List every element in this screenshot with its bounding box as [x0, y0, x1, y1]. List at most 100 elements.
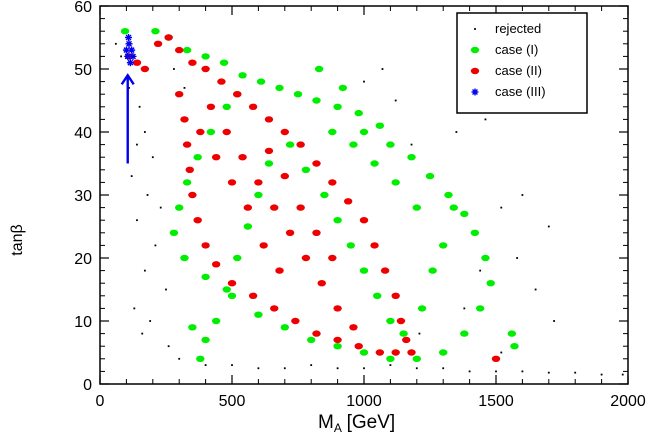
data-point: [428, 267, 437, 274]
data-point: [346, 242, 355, 249]
data-point: [418, 332, 421, 335]
data-point: [412, 355, 421, 362]
y-tick-label: 10: [74, 314, 92, 331]
data-point: [256, 78, 266, 85]
annotation-arrow: [120, 73, 135, 164]
data-point: [254, 311, 263, 318]
data-point: [507, 330, 517, 337]
legend: rejected case (I) case (II) case (III): [456, 12, 588, 114]
data-point: [375, 122, 385, 129]
data-point: [349, 324, 358, 331]
data-point: [343, 198, 353, 205]
data-point: [175, 46, 184, 54]
data-point: [141, 332, 144, 335]
x-tick-label: 2000: [610, 393, 646, 410]
data-point: [320, 191, 329, 199]
y-tick-label: 40: [74, 125, 92, 142]
data-point: [307, 336, 316, 344]
data-point: [238, 72, 247, 79]
data-point: [296, 141, 305, 148]
legend-entry: case (I): [470, 42, 538, 57]
data-point: [296, 204, 305, 211]
data-point: [254, 179, 263, 186]
data-point: [359, 267, 369, 274]
data-point: [138, 105, 141, 108]
data-point: [211, 154, 221, 161]
series-case-ii: [124, 34, 501, 362]
data-point: [547, 225, 550, 228]
data-point: [264, 160, 274, 167]
data-point: [293, 91, 303, 98]
data-point: [301, 254, 311, 262]
data-point: [270, 305, 279, 312]
y-axis-title: tanβ: [9, 224, 26, 255]
data-point: [151, 28, 160, 35]
data-point: [264, 147, 274, 155]
data-point: [204, 364, 207, 366]
data-point: [178, 357, 181, 360]
data-point: [196, 128, 205, 136]
data-point: [185, 166, 194, 173]
data-point: [270, 204, 279, 211]
data-point: [188, 59, 197, 66]
data-point: [521, 194, 524, 196]
data-point: [463, 307, 466, 310]
data-point: [363, 80, 365, 83]
data-point: [500, 206, 503, 209]
data-point: [510, 343, 519, 350]
legend-entry: case (II): [470, 63, 542, 78]
data-point: [328, 179, 337, 186]
data-point: [455, 131, 458, 133]
data-point: [380, 267, 390, 274]
data-point: [257, 367, 260, 370]
data-point: [248, 292, 258, 299]
data-point: [354, 343, 363, 350]
y-tick-label: 60: [74, 0, 92, 16]
data-point: [222, 128, 231, 136]
series-rejected: [114, 42, 624, 376]
data-point: [280, 128, 289, 136]
legend-marker: [471, 88, 479, 96]
data-point: [140, 65, 150, 73]
data-point: [201, 53, 210, 60]
data-point: [182, 141, 192, 148]
data-point: [217, 78, 226, 85]
data-point: [396, 317, 406, 325]
data-point: [389, 364, 392, 366]
data-point: [285, 141, 295, 148]
data-point: [386, 355, 395, 362]
data-point: [317, 280, 326, 287]
data-point: [153, 40, 163, 47]
data-point: [169, 229, 179, 236]
data-point: [495, 370, 497, 373]
data-point: [227, 179, 237, 186]
data-point: [219, 59, 229, 66]
data-point: [425, 172, 435, 180]
x-tick-label: 1500: [478, 393, 514, 410]
axis-ticks: 0 500 1000 1500 2000 0 10 20 30 40 50 60: [74, 0, 646, 410]
data-point: [359, 217, 369, 224]
y-tick-label: 30: [74, 188, 92, 205]
data-point: [370, 160, 379, 167]
x-axis-title: MA [GeV]: [318, 412, 395, 435]
data-point: [126, 59, 134, 67]
data-point: [173, 68, 175, 70]
data-point: [264, 116, 274, 123]
data-point: [233, 254, 242, 262]
data-point: [283, 367, 286, 370]
data-point: [402, 336, 411, 344]
data-point: [407, 349, 416, 356]
data-point: [391, 179, 400, 186]
data-point: [164, 34, 173, 41]
data-point: [386, 317, 395, 325]
data-point: [333, 305, 342, 312]
data-point: [415, 367, 418, 370]
data-point: [333, 336, 342, 344]
scatter-points: [114, 28, 624, 376]
data-point: [130, 175, 133, 177]
data-point: [125, 34, 133, 41]
y-tick-label: 20: [74, 251, 92, 268]
data-point: [312, 160, 321, 167]
data-point: [175, 204, 184, 211]
data-point: [146, 194, 149, 196]
